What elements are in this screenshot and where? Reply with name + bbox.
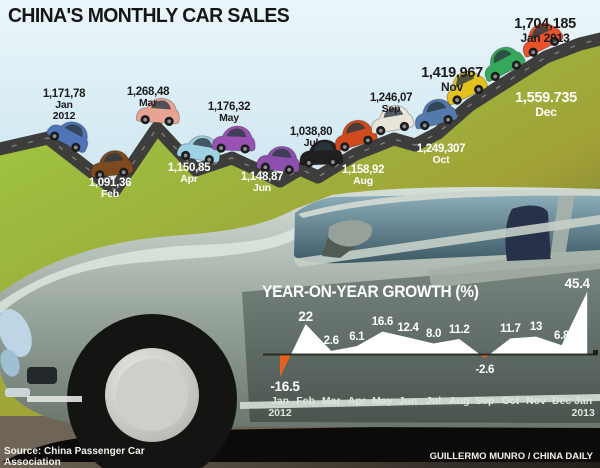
- growth-axis-label-oct: Oct: [501, 395, 520, 407]
- growth-axis-label-feb: Feb: [296, 395, 315, 407]
- growth-axis-label-apr: Apr: [347, 395, 366, 407]
- car-icon-feb: [90, 150, 134, 180]
- sales-label-dec: 1,559.735 Dec: [515, 90, 577, 120]
- sales-label-oct: 1,249,307 Oct: [416, 143, 466, 167]
- car-icon-oct: [414, 98, 458, 131]
- artist-credit: GUILLERMO MUNRO / CHINA DAILY: [429, 451, 593, 462]
- sales-label-mar: 1,268,48 Mar: [126, 86, 170, 110]
- growth-chart-title: YEAR-ON-YEAR GROWTH (%): [262, 283, 479, 301]
- headlight: [0, 309, 32, 357]
- growth-area-positive: [280, 291, 588, 355]
- sales-label-nov: 1,419,967 Nov: [421, 65, 483, 95]
- hood-highlight: [0, 226, 299, 314]
- growth-axis-label-nov: Nov: [526, 395, 546, 407]
- growth-axis-label-aug: Aug: [448, 395, 470, 407]
- growth-value-jan-2012: -16.5: [270, 379, 300, 395]
- growth-value-sep: -2.6: [475, 364, 495, 377]
- growth-value-feb: 22: [298, 308, 313, 324]
- growth-chart-layer: [263, 291, 598, 378]
- car-icon-jan 2013-2013: [522, 22, 564, 58]
- car-icon-jun: [255, 145, 300, 175]
- roof-strip: [298, 189, 600, 218]
- beltline-chrome: [293, 215, 600, 267]
- sales-label-sep: 1,246,07 Sep: [369, 92, 413, 116]
- growth-value-jun: 12.4: [397, 321, 419, 334]
- growth-value-dec: 6.8: [554, 329, 570, 342]
- growth-value-nov: 13: [529, 321, 543, 334]
- growth-axis-label-jul: Jul: [426, 395, 442, 407]
- zigzag-road: [0, 32, 600, 197]
- car-icon-may: [211, 125, 256, 154]
- bottom-strip: [0, 462, 600, 468]
- side-mirror-stalk: [322, 237, 356, 258]
- growth-axis-label-sep: Sep: [475, 395, 495, 407]
- air-intake: [27, 367, 57, 384]
- car-icon-dec: [484, 46, 526, 82]
- growth-value-jan-2013: 45.4: [564, 276, 590, 292]
- growth-axis-label-jan-2013: Jan 2013: [571, 395, 595, 419]
- growth-value-mar: 2.6: [323, 335, 339, 348]
- car-icon-nov: [446, 70, 488, 106]
- sales-label-jul: 1,038,80 Jul: [289, 126, 333, 150]
- sales-label-aug: 1,158,92 Aug: [341, 164, 385, 188]
- zero-line-end-marker: [593, 350, 598, 355]
- sales-label-jun: 1,148,87 Jun: [240, 171, 284, 195]
- growth-value-oct: 11.7: [500, 322, 521, 335]
- big-car-illustration: [0, 187, 600, 468]
- growth-axis-label-dec: Dec: [551, 395, 572, 407]
- sales-label-apr: 1,150,85 Apr: [167, 162, 211, 186]
- bumper-chrome: [5, 388, 30, 397]
- car-icon-aug: [334, 119, 378, 152]
- sales-label-jan 2013-2013: 1,704,185 Jan 2013: [514, 16, 576, 46]
- growth-value-jul: 8.0: [426, 327, 442, 340]
- growth-axis-label-jun: Jun: [398, 395, 418, 407]
- side-mirror: [328, 220, 373, 247]
- car-icon-jan-2012: [46, 121, 89, 154]
- growth-value-may: 16.6: [371, 316, 393, 329]
- sales-label-feb: 1,091,36 Feb: [88, 177, 132, 201]
- hubcap-center: [116, 359, 188, 431]
- growth-value-apr: 6.1: [349, 330, 365, 343]
- growth-axis-label-mar: Mar: [321, 395, 341, 407]
- growth-axis-label-may: May: [372, 395, 393, 407]
- rocker-chrome: [240, 394, 600, 409]
- car-icon-apr: [176, 135, 221, 165]
- sales-label-may: 1,176,32 May: [207, 101, 251, 125]
- fog-light: [0, 349, 20, 377]
- page-title: CHINA'S MONTHLY CAR SALES: [8, 5, 290, 27]
- sales-label-jan-2012: 1,171,78 Jan 2012: [42, 88, 86, 123]
- small-cars-layer: [46, 22, 564, 180]
- car-icon-sep: [370, 104, 415, 136]
- bumper-trim: [27, 396, 82, 402]
- source-credit: Source: China Passenger Car Association: [4, 446, 145, 468]
- car-icon-mar: [135, 97, 180, 126]
- car-icon-jul: [299, 139, 344, 168]
- growth-value-aug: 11.2: [448, 323, 470, 336]
- growth-axis-label-jan-2012: Jan 2012: [268, 395, 292, 419]
